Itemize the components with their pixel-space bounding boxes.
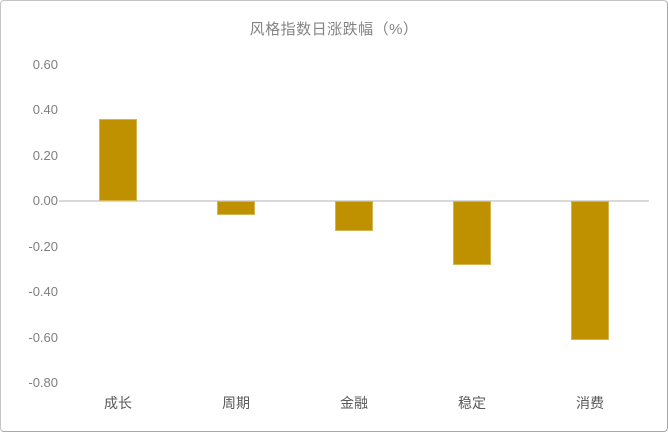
x-axis-label-周期: 周期 bbox=[222, 395, 250, 411]
y-axis-tick-label: 0.40 bbox=[32, 102, 58, 117]
bar-消费 bbox=[571, 201, 609, 340]
y-axis-tick-label: -0.60 bbox=[28, 329, 58, 345]
x-axis-label-成长: 成长 bbox=[104, 395, 132, 411]
x-axis-label-金融: 金融 bbox=[340, 395, 368, 411]
y-axis-tick-label: 0.20 bbox=[32, 147, 58, 163]
y-axis-tick-label: 0.60 bbox=[32, 56, 58, 72]
y-axis-tick-label: -0.20 bbox=[28, 238, 58, 254]
y-axis-tick-label: 0.00 bbox=[32, 193, 58, 208]
bar-稳定 bbox=[453, 201, 491, 265]
bar-周期 bbox=[217, 201, 255, 215]
bar-金融 bbox=[335, 201, 373, 231]
x-axis-label-稳定: 稳定 bbox=[458, 395, 486, 411]
chart-title: 风格指数日涨跌幅（%） bbox=[249, 21, 419, 38]
x-axis-label-消费: 消费 bbox=[576, 395, 604, 411]
y-axis-tick-label: -0.80 bbox=[28, 375, 58, 390]
y-axis-tick-label: -0.40 bbox=[28, 284, 58, 299]
bar-成长 bbox=[99, 119, 137, 201]
